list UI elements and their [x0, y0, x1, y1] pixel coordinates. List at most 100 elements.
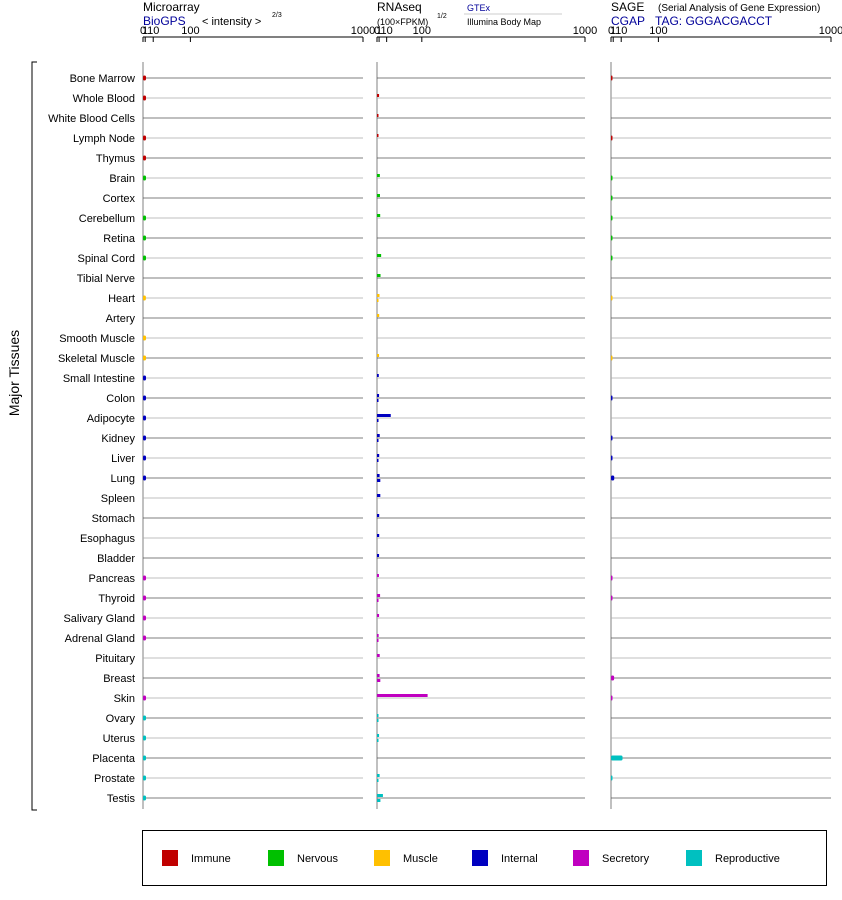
sage-bar	[611, 215, 613, 221]
row-label: Thymus	[96, 153, 136, 165]
row-label: Esophagus	[80, 533, 136, 545]
microarray-tick-label: 1000	[351, 25, 375, 37]
row-label: Spinal Cord	[78, 253, 135, 265]
sage-source[interactable]: CGAP	[611, 14, 645, 28]
microarray-bar	[143, 215, 147, 221]
rnaseq-gtex-bar	[377, 414, 391, 417]
legend-label: Internal	[501, 853, 538, 865]
legend-label: Nervous	[297, 853, 338, 865]
rnaseq-ibm-bar	[377, 679, 381, 682]
microarray-bar	[143, 595, 147, 601]
rnaseq-tick-label: 100	[413, 25, 431, 37]
rnaseq-gtex-bar	[377, 594, 381, 597]
microarray-title: Microarray	[143, 0, 200, 14]
legend-swatch	[268, 850, 284, 866]
sage-bar	[611, 395, 613, 401]
microarray-bar	[143, 295, 146, 301]
rnaseq-gtex-bar	[377, 574, 379, 577]
legend-swatch	[573, 850, 589, 866]
sage-bar	[611, 75, 613, 81]
rnaseq-gtex-bar	[377, 214, 381, 217]
legend-items: Immune Nervous Muscle Internal Secretory Repr…	[162, 850, 780, 866]
microarray-bar	[143, 615, 147, 621]
rnaseq-gtex-bar	[377, 494, 381, 497]
sage-bar	[611, 775, 613, 781]
rnaseq-gtex-bar	[377, 634, 379, 637]
rnaseq-gtex-bar	[377, 394, 380, 397]
sage-bar	[611, 475, 615, 481]
rnaseq-ibm-bar	[377, 719, 379, 722]
row-label: Thyroid	[98, 593, 135, 605]
rnaseq-gtex-bar	[377, 614, 380, 617]
row-label: Retina	[103, 233, 136, 245]
rnaseq-ibm-link[interactable]: Illumina Body Map	[467, 17, 541, 27]
side-bracket: Major Tissues	[6, 61, 37, 811]
row-label: Kidney	[101, 433, 135, 445]
rnaseq-gtex-link[interactable]: GTEx	[467, 3, 491, 13]
row-label: Adrenal Gland	[65, 633, 135, 645]
sage-bar	[611, 355, 613, 361]
sage-tick-label: 100	[649, 25, 667, 37]
microarray-bar	[143, 455, 147, 461]
rnaseq-unit: (100×FPKM)	[377, 17, 428, 27]
row-label: White Blood Cells	[48, 113, 135, 125]
microarray-bar	[143, 155, 147, 161]
rnaseq-gtex-bar	[377, 294, 380, 297]
microarray-bar	[143, 755, 147, 761]
row-label: Spleen	[101, 493, 135, 505]
row-label: Adipocyte	[87, 413, 135, 425]
row-label: Bladder	[97, 553, 135, 565]
rnaseq-gtex-bar	[377, 794, 383, 797]
microarray-unit-exp: 2/3	[272, 12, 282, 19]
row-label: Pituitary	[95, 653, 135, 665]
rnaseq-ibm-bar	[377, 779, 379, 782]
rnaseq-ibm-bar	[377, 299, 379, 302]
legend-swatch	[472, 850, 488, 866]
microarray-bar	[143, 635, 147, 641]
rnaseq-gtex-bar	[377, 554, 380, 557]
row-label: Placenta	[92, 753, 136, 765]
row-label: Bone Marrow	[70, 73, 135, 85]
rnaseq-gtex-bar	[377, 434, 380, 437]
row-label: Colon	[106, 393, 135, 405]
rnaseq-ibm-bar	[377, 799, 381, 802]
microarray-bar	[143, 715, 147, 721]
rnaseq-ibm-bar	[377, 459, 379, 462]
microarray-bar	[143, 415, 147, 421]
microarray-bar	[143, 355, 147, 361]
sage-bar	[611, 675, 615, 681]
microarray-source[interactable]: BioGPS	[143, 14, 186, 28]
row-label: Smooth Muscle	[59, 333, 135, 345]
microarray-tick-label: 100	[181, 25, 199, 37]
rnaseq-gtex-bar	[377, 314, 380, 317]
rnaseq-gtex-bar	[377, 474, 380, 477]
row-label: Tibial Nerve	[77, 273, 135, 285]
microarray-bar	[143, 375, 147, 381]
microarray-bar	[143, 735, 147, 741]
microarray-tick-label: 1	[142, 25, 148, 37]
microarray-bar	[143, 695, 147, 701]
row-label: Uterus	[103, 733, 136, 745]
rnaseq-ibm-bar	[377, 439, 379, 442]
rnaseq-gtex-bar	[377, 254, 382, 257]
microarray-bar	[143, 135, 147, 141]
sage-bar	[611, 455, 613, 461]
microarray-tick-label: 0	[140, 25, 146, 37]
rnaseq-gtex-bar	[377, 694, 428, 697]
row-label: Artery	[106, 313, 136, 325]
row-label: Cerebellum	[79, 213, 135, 225]
panel-headers: Microarray BioGPS < intensity > 2/3 RNAs…	[143, 0, 820, 28]
rnaseq-ibm-bar	[377, 399, 379, 402]
rnaseq-gtex-bar	[377, 114, 379, 117]
row-label: Testis	[107, 793, 136, 805]
sage-bar	[611, 435, 613, 441]
rnaseq-gtex-bar	[377, 174, 380, 177]
microarray-bar	[143, 95, 147, 101]
microarray-unit: < intensity >	[202, 16, 261, 28]
rnaseq-gtex-bar	[377, 374, 379, 377]
rnaseq-gtex-bar	[377, 194, 380, 197]
row-label: Ovary	[106, 713, 136, 725]
sage-bar	[611, 235, 613, 241]
